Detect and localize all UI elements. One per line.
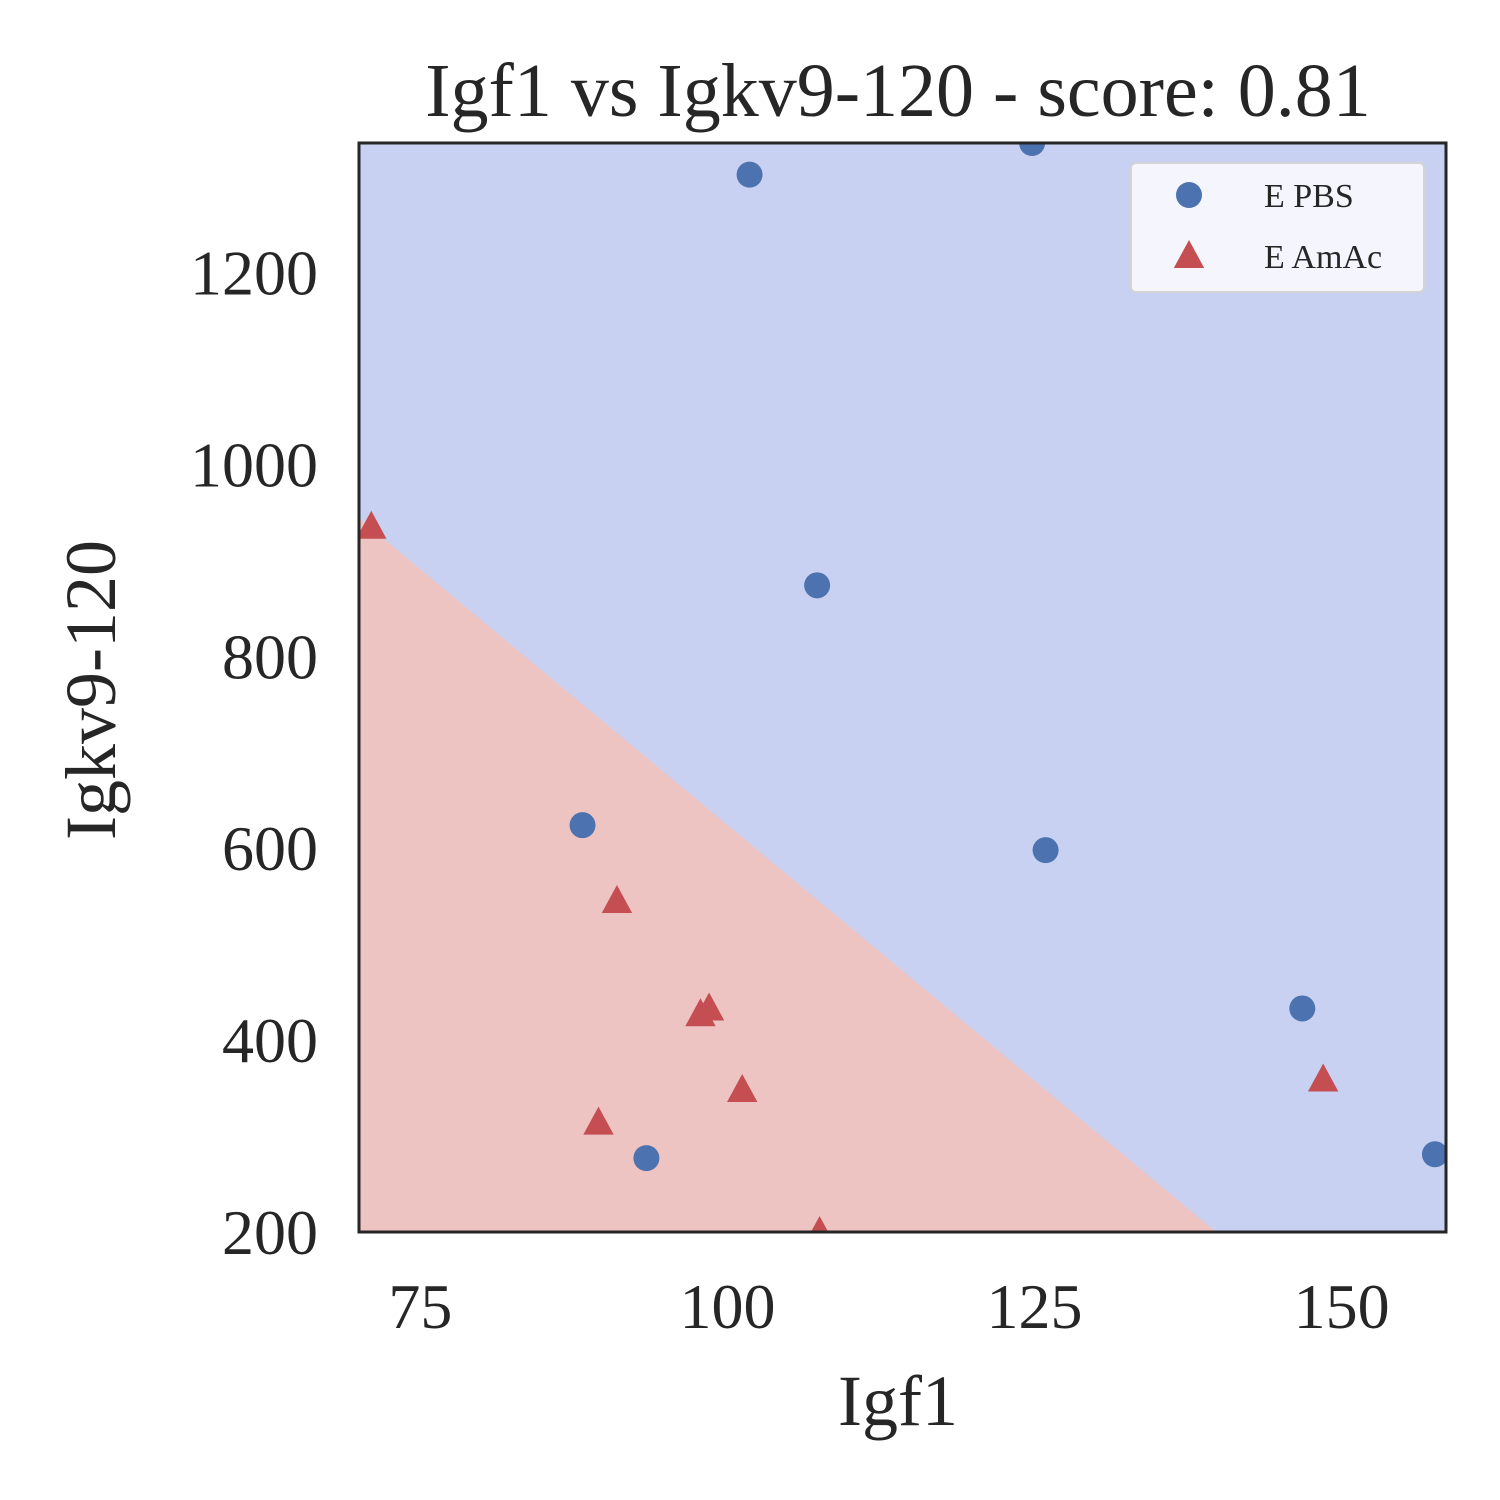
- legend-marker-e-amac: [1173, 240, 1205, 268]
- data-point-e-pbs-4: [569, 812, 596, 839]
- x-tick-label: 100: [679, 1271, 775, 1342]
- data-point-e-amac-5: [727, 1073, 758, 1102]
- y-axis-label: Igkv9-120: [51, 540, 131, 840]
- data-point-e-pbs-2: [1019, 143, 1046, 156]
- data-point-e-amac-4: [693, 992, 725, 1021]
- data-point-e-amac-8: [810, 1216, 829, 1232]
- data-point-e-amac-7: [1307, 1063, 1339, 1092]
- y-tick-label: 200: [222, 1197, 318, 1268]
- legend-marker-e-pbs: [1176, 182, 1202, 208]
- legend: E PBS E AmAc: [1130, 162, 1425, 293]
- data-point-e-pbs-7: [633, 1145, 660, 1172]
- x-axis-label: Igf1: [838, 1361, 958, 1441]
- data-points: [359, 143, 1446, 1232]
- data-point-e-pbs-6: [1289, 995, 1316, 1022]
- legend-box: [1130, 162, 1425, 293]
- data-point-e-pbs-3: [804, 572, 831, 599]
- y-tick-label: 1200: [190, 238, 318, 309]
- legend-label-e-pbs: E PBS: [1264, 178, 1354, 215]
- decision-region-lower: [359, 518, 1217, 1232]
- y-tick-label: 400: [222, 1005, 318, 1076]
- data-point-e-amac-2: [601, 884, 633, 913]
- legend-label-e-amac: E AmAc: [1264, 239, 1382, 276]
- x-tick-label: 150: [1294, 1271, 1390, 1342]
- y-tick-label: 1000: [190, 429, 318, 500]
- chart-title: Igf1 vs Igkv9-120 - score: 0.81: [425, 49, 1371, 133]
- data-point-e-amac-6: [583, 1106, 614, 1135]
- data-point-e-pbs-8: [1421, 1141, 1446, 1168]
- data-point-e-amac-1: [359, 510, 387, 539]
- y-tick-label: 800: [222, 621, 318, 692]
- y-axis-ticks: 200 400 600 800 1000 1200: [190, 238, 318, 1268]
- plot-area: [359, 143, 1446, 1232]
- data-point-e-pbs-5: [1032, 837, 1059, 864]
- data-point-e-pbs-1: [736, 161, 763, 188]
- x-tick-label: 125: [987, 1271, 1083, 1342]
- x-tick-label: 75: [388, 1271, 452, 1342]
- y-tick-label: 600: [222, 813, 318, 884]
- plot-frame: [357, 141, 1448, 1234]
- x-axis-ticks: 75 100 125 150: [388, 1271, 1389, 1342]
